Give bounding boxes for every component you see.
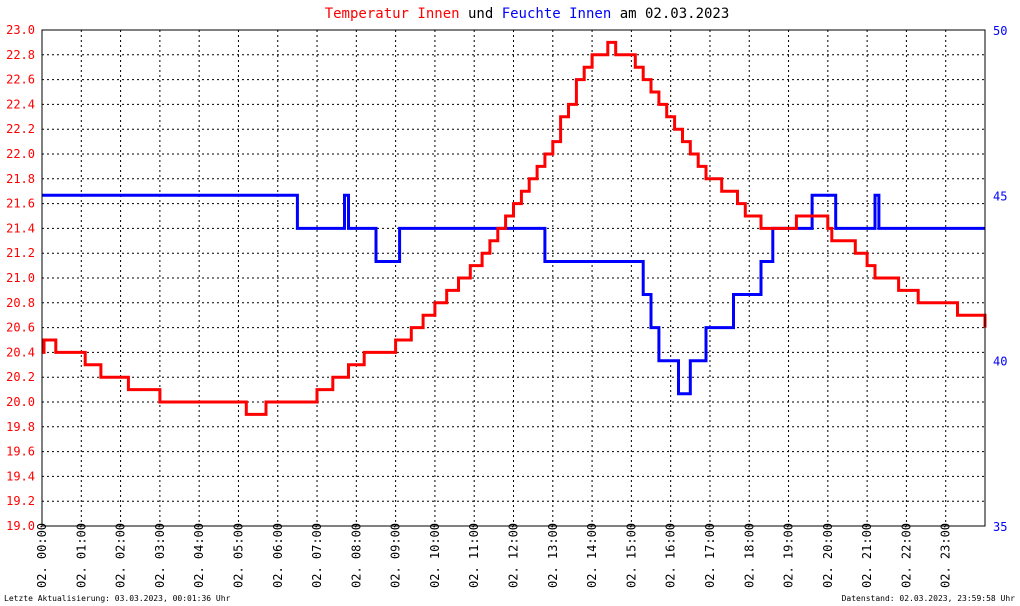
left-tick-label: 21.8 (6, 172, 35, 186)
footer-last-update: Letzte Aktualisierung: 03.03.2023, 00:01… (4, 594, 231, 603)
x-tick-label: 02. 03:00 (153, 523, 167, 588)
right-axis-ticks: 35 40 45 50 (993, 24, 1007, 534)
left-tick-label: 19.4 (6, 469, 35, 483)
temperature-series-line (42, 40, 987, 416)
left-tick-label: 22.0 (6, 147, 35, 161)
x-tick-label: 02. 13:00 (546, 523, 560, 588)
left-tick-label: 19.0 (6, 519, 35, 533)
x-tick-label: 02. 00:00 (35, 523, 49, 588)
x-tick-label: 02. 23:00 (939, 523, 953, 588)
left-tick-label: 22.2 (6, 122, 35, 136)
left-axis-ticks: 19.0 19.2 19.4 19.6 19.8 20.0 20.2 20.4 20.6 20.8… (6, 23, 35, 533)
x-tick-label: 02. 10:00 (428, 523, 442, 588)
title-connector: und (460, 6, 502, 22)
x-tick-label: 02. 06:00 (271, 523, 285, 588)
left-tick-label: 23.0 (6, 23, 35, 37)
footer-data-status: Datenstand: 02.03.2023, 23:59:58 Uhr (842, 594, 1016, 603)
x-tick-label: 02. 05:00 (231, 523, 245, 588)
x-tick-label: 02. 01:00 (74, 523, 88, 588)
x-tick-label: 02. 08:00 (349, 523, 363, 588)
x-tick-label: 02. 14:00 (585, 523, 599, 588)
x-tick-label: 02. 04:00 (192, 523, 206, 588)
right-tick-label: 35 (993, 520, 1007, 534)
x-tick-label: 02. 18:00 (742, 523, 756, 588)
title-humidity: Feuchte Innen (502, 6, 612, 22)
left-tick-label: 20.4 (6, 345, 35, 359)
left-tick-label: 20.6 (6, 321, 35, 335)
chart-title: Temperatur Innen und Feuchte Innen am 02… (325, 6, 730, 22)
x-tick-label: 02. 22:00 (899, 523, 913, 588)
x-tick-label: 02. 07:00 (310, 523, 324, 588)
left-tick-label: 19.6 (6, 445, 35, 459)
x-tick-label: 02. 20:00 (821, 523, 835, 588)
left-tick-label: 21.4 (6, 221, 35, 235)
title-temperature: Temperatur Innen (325, 6, 460, 22)
left-tick-label: 22.6 (6, 73, 35, 87)
left-tick-label: 22.4 (6, 97, 35, 111)
x-tick-label: 02. 21:00 (860, 523, 874, 588)
humidity-series-line (42, 193, 985, 396)
x-tick-label: 02. 17:00 (703, 523, 717, 588)
x-tick-label: 02. 19:00 (782, 523, 796, 588)
x-tick-label: 02. 12:00 (507, 523, 521, 588)
grid-lines (41, 29, 985, 527)
left-tick-label: 22.8 (6, 48, 35, 62)
x-tick-label: 02. 09:00 (389, 523, 403, 588)
left-tick-label: 21.6 (6, 197, 35, 211)
left-tick-label: 20.0 (6, 395, 35, 409)
left-tick-label: 20.2 (6, 370, 35, 384)
left-tick-label: 20.8 (6, 296, 35, 310)
plot-frame (41, 29, 986, 527)
left-tick-label: 19.8 (6, 420, 35, 434)
x-axis-ticks: 02. 00:00 02. 01:00 02. 02:00 02. 03:00 02. … (35, 523, 953, 588)
right-tick-label: 50 (993, 24, 1007, 38)
x-tick-label: 02. 15:00 (624, 523, 638, 588)
right-tick-label: 40 (993, 355, 1007, 369)
left-tick-label: 21.2 (6, 246, 35, 260)
left-tick-label: 19.2 (6, 494, 35, 508)
left-tick-label: 21.0 (6, 271, 35, 285)
x-tick-label: 02. 11:00 (467, 523, 481, 588)
title-date: am 02.03.2023 (611, 6, 729, 22)
x-tick-label: 02. 16:00 (664, 523, 678, 588)
right-tick-label: 45 (993, 189, 1007, 203)
x-tick-label: 02. 02:00 (114, 523, 128, 588)
